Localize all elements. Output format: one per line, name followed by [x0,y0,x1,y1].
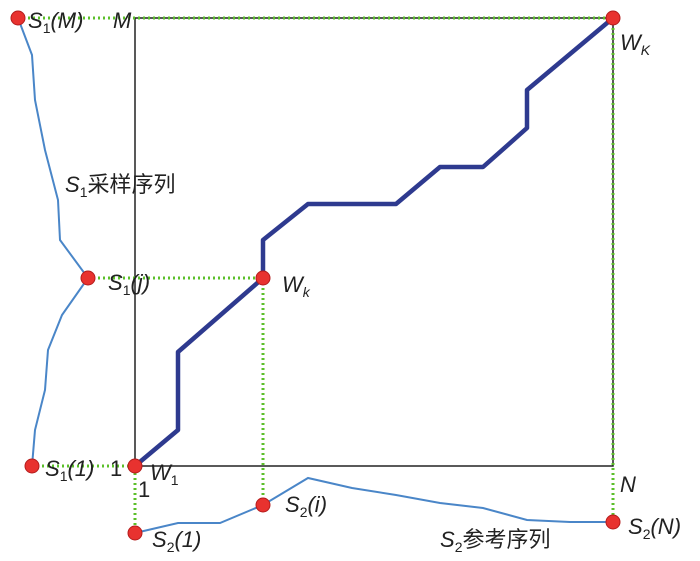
label-part: (M) [50,8,83,33]
label: N [620,472,636,497]
label-part: (1) [67,456,94,481]
label-part: S [285,492,300,517]
label-part: K [641,42,651,58]
label-part: M [113,8,132,33]
label: S2(1) [152,527,201,555]
label: 1 [110,456,122,481]
label-part: W [282,272,305,297]
label: S2(N) [628,514,681,542]
label-part: k [303,284,311,300]
label-part: 采样序列 [87,172,175,197]
label: S2(i) [285,492,327,520]
point [80,270,96,286]
point [127,525,143,541]
label-part: 1 [80,184,88,200]
label: Wk [282,272,311,300]
label-part: S [28,8,43,33]
point [24,458,40,474]
warping-path [133,16,615,468]
label-part: 2 [167,539,175,555]
label-part: (1) [174,527,201,552]
label-part: 2 [300,504,308,520]
label: S2参考序列 [440,527,551,555]
label-part: S [65,172,80,197]
grid-frame [134,17,614,467]
label-part: 1 [123,282,131,298]
label: W1 [150,460,179,488]
label-part: 1 [110,456,122,481]
s2-series [134,476,613,534]
label-part: (j) [130,270,150,295]
label: S1(j) [108,270,150,298]
label: S1(M) [28,8,83,36]
label: S1(1) [45,456,94,484]
points [10,10,621,541]
point [605,514,621,530]
label: 1 [138,477,150,502]
label: WK [620,30,651,58]
label-part: 2 [643,526,651,542]
point [10,10,26,26]
label-part: (i) [307,492,327,517]
point [255,497,271,513]
label-part: 参考序列 [462,527,550,552]
label-part: N [620,472,636,497]
label-part: 1 [138,477,150,502]
label-part: S [108,270,123,295]
label-part: 2 [455,539,463,555]
label-part: W [620,30,643,55]
label: S1采样序列 [65,172,176,200]
s1-series [17,17,90,467]
label: M [113,8,132,33]
label-part: S [152,527,167,552]
label-part: S [440,527,455,552]
point [255,270,271,286]
label-part: W [150,460,173,485]
label-part: 1 [171,472,179,488]
label-part: S [628,514,643,539]
label-part: (N) [650,514,681,539]
label-part: 1 [43,20,51,36]
point [127,458,143,474]
label-part: S [45,456,60,481]
point [605,10,621,26]
label-part: 1 [60,468,68,484]
